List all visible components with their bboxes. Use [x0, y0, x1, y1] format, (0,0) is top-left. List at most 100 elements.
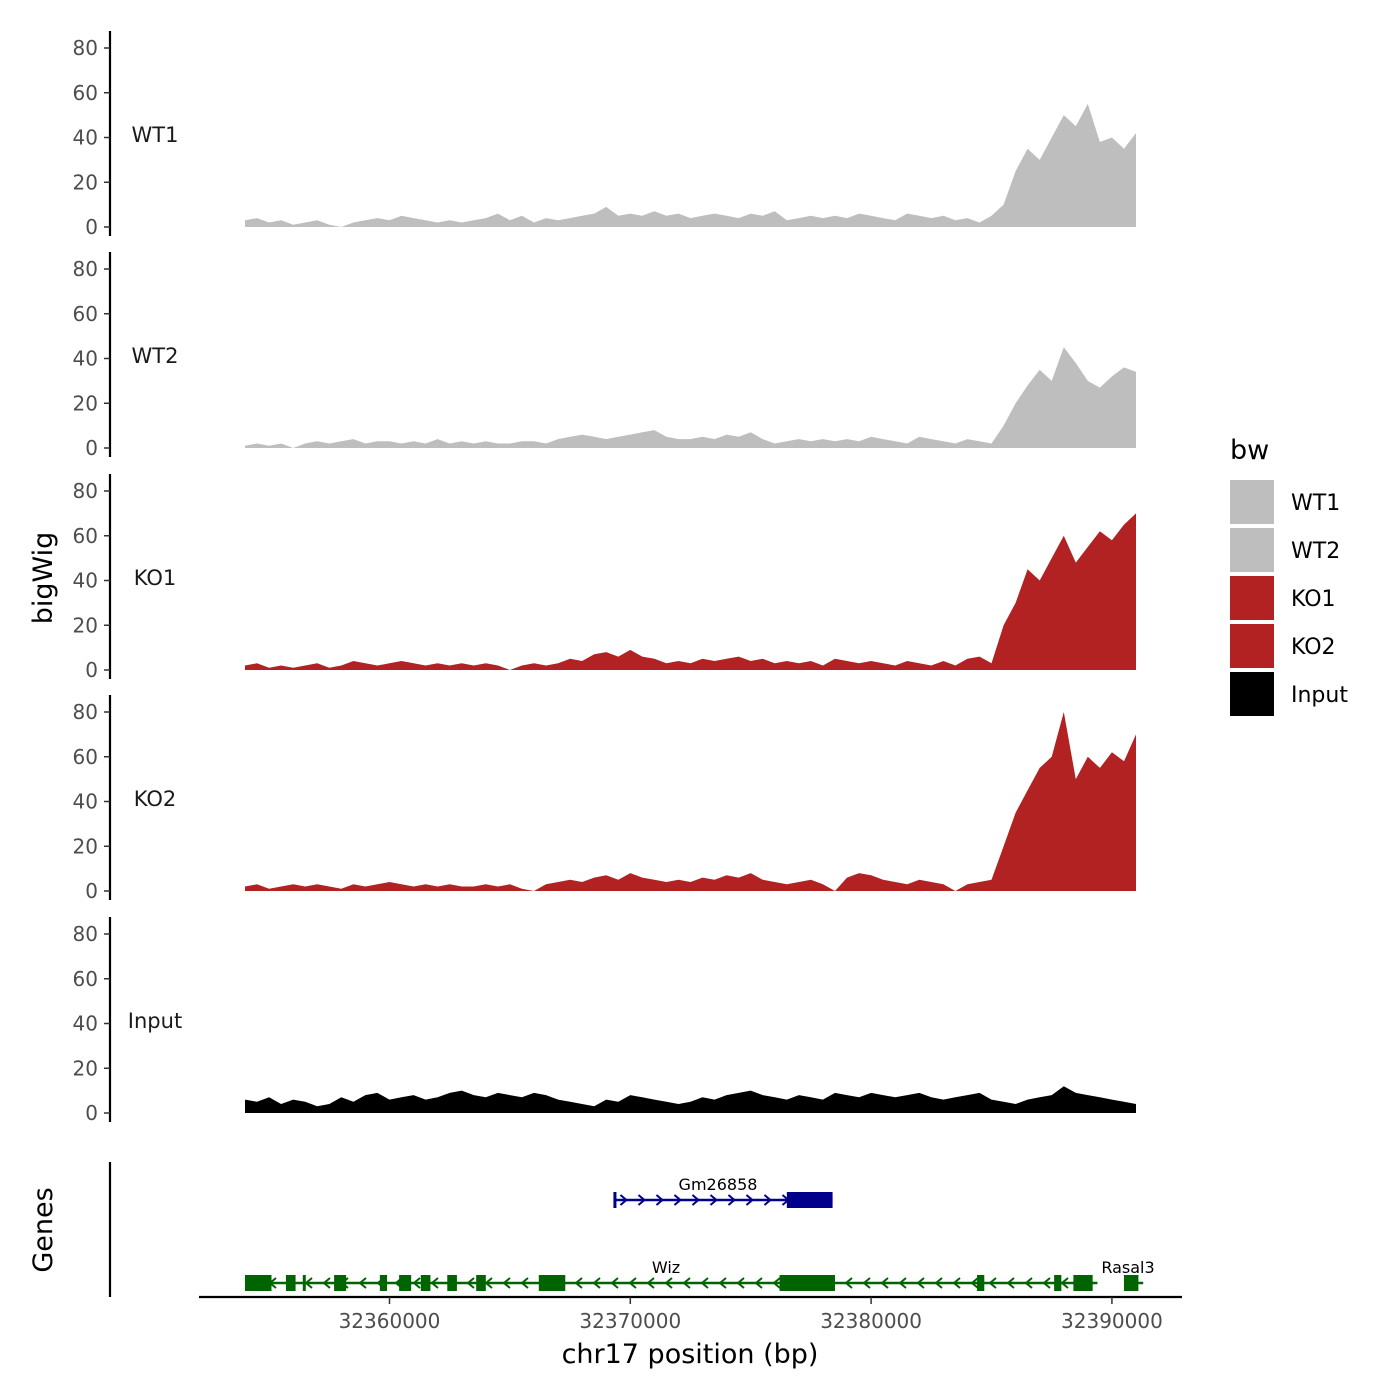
exon-wiz-5 — [379, 1275, 388, 1291]
y-tick-label-wt1-80: 80 — [73, 36, 98, 60]
exon-wiz-2 — [285, 1275, 296, 1291]
strand-chevron-wiz — [430, 1277, 439, 1289]
strand-chevron-wiz — [718, 1277, 727, 1289]
legend-label-ko2: KO2 — [1291, 635, 1336, 660]
legend-key-ko1 — [1230, 576, 1274, 620]
track-label-ko2: KO2 — [134, 787, 177, 811]
strand-chevron-wiz — [682, 1277, 691, 1289]
y-tick-label-input-60: 60 — [73, 967, 98, 991]
gene-label-rasal3: Rasal3 — [1101, 1258, 1154, 1277]
strand-chevron-wiz — [952, 1277, 961, 1289]
y-tick-label-wt1-40: 40 — [73, 126, 98, 150]
strand-chevron-gm26858 — [745, 1194, 755, 1206]
strand-chevron-gm26858 — [655, 1194, 665, 1206]
strand-chevron-wiz — [970, 1277, 979, 1289]
strand-chevron-gm26858 — [637, 1194, 647, 1206]
x-axis-title: chr17 position (bp) — [562, 1339, 819, 1370]
exon-wiz-12 — [977, 1275, 985, 1291]
strand-chevron-wiz — [628, 1277, 637, 1289]
y-tick-label-input-80: 80 — [73, 922, 98, 946]
legend-key-wt1 — [1230, 480, 1274, 524]
y-tick-label-ko2-0: 0 — [85, 879, 98, 903]
y-tick-label-ko1-60: 60 — [73, 524, 98, 548]
strand-chevron-wiz — [304, 1277, 313, 1289]
strand-chevron-wiz — [646, 1277, 655, 1289]
y-tick-label-input-40: 40 — [73, 1012, 98, 1036]
y-tick-label-ko1-0: 0 — [85, 658, 98, 682]
gene-label-wiz: Wiz — [652, 1258, 680, 1277]
strand-chevron-wiz — [1006, 1277, 1015, 1289]
strand-chevron-wiz — [754, 1277, 763, 1289]
legend-key-input — [1230, 672, 1274, 716]
strand-chevron-wiz — [484, 1277, 493, 1289]
area-ko2 — [245, 712, 1136, 891]
strand-chevron-gm26858 — [673, 1194, 683, 1206]
exon-wiz-11 — [779, 1275, 835, 1291]
exon-wiz-3 — [302, 1275, 306, 1291]
x-axis: 32360000 32370000 32380000 32390000 — [199, 1295, 1182, 1333]
strand-chevron-wiz — [898, 1277, 907, 1289]
y-tick-label-ko1-40: 40 — [73, 569, 98, 593]
track-wt1: 0 20 40 60 80 WT1 — [73, 31, 1136, 239]
track-ko2: 0 20 40 60 80 KO2 — [73, 695, 1136, 903]
strand-chevron-wiz — [934, 1277, 943, 1289]
exon-wiz-9 — [476, 1275, 486, 1291]
legend-title: bw — [1230, 435, 1269, 466]
strand-chevron-wiz — [574, 1277, 583, 1289]
x-tick-label-32370000: 32370000 — [579, 1309, 681, 1333]
strand-chevron-wiz — [592, 1277, 601, 1289]
legend-label-ko1: KO1 — [1291, 587, 1336, 612]
strand-chevron-gm26858 — [619, 1194, 629, 1206]
track-label-wt1: WT1 — [132, 123, 179, 147]
signal-tracks: 0 20 40 60 80 WT1 0 20 40 60 80 WT2 0 20 40 60 80 KO1 0 20 4… — [73, 31, 1136, 1125]
legend-key-wt2 — [1230, 528, 1274, 572]
y-tick-label-wt1-20: 20 — [73, 170, 98, 194]
strand-chevron-wiz — [862, 1277, 871, 1289]
y-tick-label-wt2-20: 20 — [73, 391, 98, 415]
track-label-input: Input — [128, 1009, 182, 1033]
exon-wiz-6 — [399, 1275, 412, 1291]
track-wt2: 0 20 40 60 80 WT2 — [73, 252, 1136, 460]
y-tick-label-wt2-60: 60 — [73, 302, 98, 326]
strand-chevron-gm26858 — [709, 1194, 719, 1206]
x-tick-label-32360000: 32360000 — [339, 1309, 441, 1333]
exon-wiz-13 — [1054, 1275, 1062, 1291]
legend-label-wt2: WT2 — [1291, 539, 1340, 564]
gene-label-gm26858: Gm26858 — [679, 1175, 758, 1194]
track-ko1: 0 20 40 60 80 KO1 — [73, 474, 1136, 682]
strand-chevron-wiz — [916, 1277, 925, 1289]
y-tick-label-input-0: 0 — [85, 1101, 98, 1125]
track-input: 0 20 40 60 80 Input — [73, 917, 1136, 1125]
strand-chevron-wiz — [988, 1277, 997, 1289]
y-axis-title-bigwig: bigWig — [28, 532, 59, 625]
strand-chevron-gm26858 — [763, 1194, 773, 1206]
legend-label-input: Input — [1291, 683, 1348, 708]
y-axis-title-genes: Genes — [28, 1187, 59, 1272]
area-ko1 — [245, 513, 1136, 670]
y-tick-label-wt2-40: 40 — [73, 347, 98, 371]
y-tick-label-ko1-20: 20 — [73, 613, 98, 637]
strand-chevron-wiz — [664, 1277, 673, 1289]
strand-chevron-wiz — [610, 1277, 619, 1289]
exon-wiz-1 — [245, 1275, 272, 1291]
strand-chevron-wiz — [1024, 1277, 1033, 1289]
exon-wiz-14 — [1073, 1275, 1093, 1291]
y-tick-label-wt2-80: 80 — [73, 257, 98, 281]
area-input — [245, 1086, 1136, 1113]
x-tick-label-32390000: 32390000 — [1061, 1309, 1163, 1333]
y-tick-label-ko2-40: 40 — [73, 790, 98, 814]
x-tick-label-32380000: 32380000 — [820, 1309, 922, 1333]
exon-wiz-7 — [420, 1275, 431, 1291]
legend: bw WT1 WT2 KO1 KO2 Input — [1230, 435, 1348, 716]
strand-chevron-wiz — [412, 1277, 421, 1289]
strand-chevron-wiz — [880, 1277, 889, 1289]
strand-chevron-wiz — [358, 1277, 367, 1289]
strand-chevron-wiz — [322, 1277, 331, 1289]
exon-rasal3-1 — [1123, 1275, 1139, 1291]
area-wt2 — [245, 347, 1136, 448]
y-tick-label-wt1-0: 0 — [85, 215, 98, 239]
exon-wiz-8 — [447, 1275, 457, 1291]
track-label-ko1: KO1 — [134, 566, 177, 590]
exon-wiz-10 — [538, 1275, 566, 1291]
